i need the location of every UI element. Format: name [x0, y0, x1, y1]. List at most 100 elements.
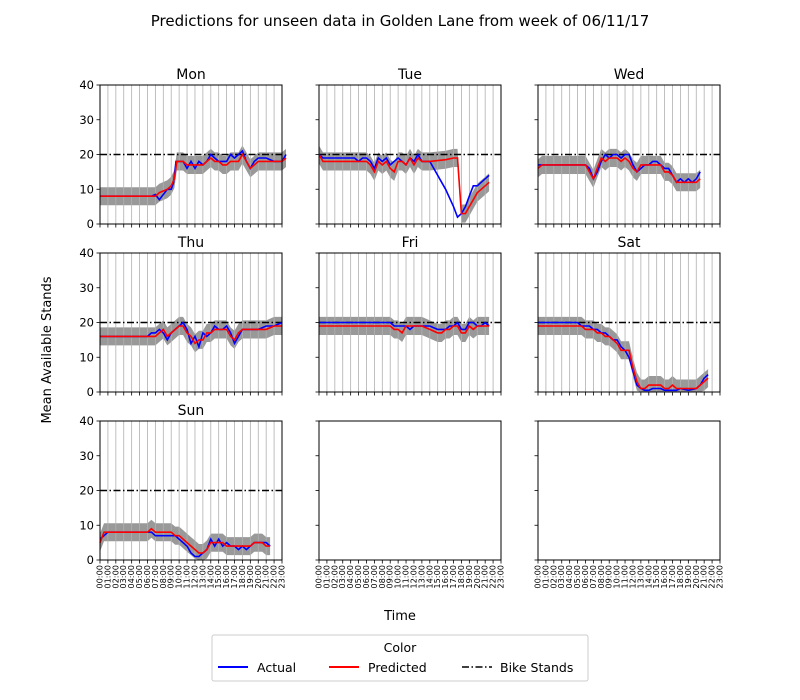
x-tick-label: 11:00 — [620, 565, 630, 589]
figure-title: Predictions for unseen data in Golden La… — [151, 12, 650, 30]
x-tick-label: 04:00 — [126, 565, 136, 589]
legend-label-bike-stands: Bike Stands — [500, 660, 573, 675]
x-tick-label: 01:00 — [102, 565, 112, 589]
confidence-band — [100, 316, 282, 353]
x-axis-label: Time — [383, 609, 416, 624]
series-predicted — [538, 325, 709, 390]
x-tick-label: 09:00 — [604, 565, 614, 589]
x-tick-label: 01:00 — [540, 565, 550, 589]
panel-title: Sat — [618, 235, 641, 251]
x-tick-label: 14:00 — [205, 565, 215, 589]
x-tick-label: 16:00 — [659, 565, 669, 589]
y-tick-label: 40 — [79, 414, 94, 428]
y-tick-label: 0 — [87, 385, 94, 399]
x-tick-label: 21:00 — [699, 565, 709, 589]
x-tick-label: 11:00 — [401, 565, 411, 589]
series-predicted — [99, 527, 271, 554]
y-tick-label: 40 — [79, 246, 94, 260]
x-tick-label: 03:00 — [556, 565, 566, 589]
legend-label-predicted: Predicted — [368, 660, 427, 675]
y-tick-label: 0 — [87, 217, 94, 231]
panel-title: Fri — [402, 235, 419, 251]
x-tick-label: 08:00 — [158, 565, 168, 589]
y-tick-label: 30 — [79, 449, 94, 463]
x-tick-label: 16:00 — [221, 565, 231, 589]
confidence-band — [538, 316, 709, 392]
x-tick-label: 20:00 — [253, 565, 263, 589]
panel-title: Thu — [177, 235, 204, 251]
x-tick-label: 05:00 — [353, 565, 363, 589]
panel-title: Mon — [176, 67, 206, 83]
panel-tue: Tue — [315, 67, 502, 228]
x-tick-label: 05:00 — [134, 565, 144, 589]
panel-thu: Thu 0 10 20 30 40 — [79, 235, 283, 399]
x-tick-label: 06:00 — [142, 565, 152, 589]
x-tick-label: 18:00 — [675, 565, 685, 589]
x-tick-label: 06:00 — [361, 565, 371, 589]
x-tick-label: 10:00 — [174, 565, 184, 589]
axes-frame — [318, 420, 502, 561]
x-tick-label: 22:00 — [488, 565, 498, 589]
x-tick-label: 00:00 — [314, 565, 324, 589]
panel-empty-7: 00:0001:0002:0003:0004:0005:0006:0007:00… — [314, 420, 506, 589]
x-tick-label: 20:00 — [691, 565, 701, 589]
x-tick-label: 19:00 — [464, 565, 474, 589]
x-tick-label: 16:00 — [440, 565, 450, 589]
panel-title: Sun — [178, 403, 205, 419]
panel-empty-8: 00:0001:0002:0003:0004:0005:0006:0007:00… — [533, 420, 725, 589]
x-tick-label: 00:00 — [533, 565, 543, 589]
x-tick-label: 06:00 — [580, 565, 590, 589]
x-tick-label: 21:00 — [480, 565, 490, 589]
x-tick-label: 00:00 — [95, 565, 105, 589]
x-tick-label: 20:00 — [472, 565, 482, 589]
axes-frame — [537, 420, 721, 561]
x-tick-label: 23:00 — [715, 565, 725, 589]
x-tick-label: 09:00 — [166, 565, 176, 589]
x-tick-label: 14:00 — [424, 565, 434, 589]
x-tick-label: 17:00 — [229, 565, 239, 589]
y-tick-label: 0 — [87, 553, 94, 567]
series-predicted — [537, 156, 701, 184]
x-tick-label: 15:00 — [213, 565, 223, 589]
y-tick-label: 30 — [79, 281, 94, 295]
y-tick-label: 10 — [79, 182, 94, 196]
x-tick-label: 13:00 — [197, 565, 207, 589]
series-predicted — [319, 324, 490, 335]
x-tick-label: 12:00 — [190, 565, 200, 589]
x-tick-label: 22:00 — [707, 565, 717, 589]
y-tick-label: 40 — [79, 78, 94, 92]
x-tick-label: 12:00 — [409, 565, 419, 589]
x-tick-label: 03:00 — [118, 565, 128, 589]
x-tick-label: 10:00 — [393, 565, 403, 589]
x-tick-label: 04:00 — [345, 565, 355, 589]
series-actual — [319, 321, 490, 331]
x-tick-label: 01:00 — [321, 565, 331, 589]
x-tick-label: 05:00 — [572, 565, 582, 589]
x-tick-label: 08:00 — [596, 565, 606, 589]
panel-wed: Wed — [534, 67, 721, 228]
x-tick-label: 18:00 — [237, 565, 247, 589]
panel-sat: Sat — [534, 235, 721, 396]
x-tick-label: 07:00 — [588, 565, 598, 589]
x-tick-label: 19:00 — [683, 565, 693, 589]
panel-fri: Fri — [315, 235, 502, 396]
series-predicted — [318, 154, 490, 215]
confidence-band — [538, 148, 701, 192]
x-tick-label: 17:00 — [667, 565, 677, 589]
x-tick-label: 11:00 — [182, 565, 192, 589]
x-tick-label: 15:00 — [432, 565, 442, 589]
x-tick-label: 04:00 — [564, 565, 574, 589]
x-tick-label: 15:00 — [651, 565, 661, 589]
y-tick-label: 10 — [79, 350, 94, 364]
legend: Color Actual Predicted Bike Stands — [211, 634, 589, 682]
legend-label-actual: Actual — [257, 660, 296, 675]
x-tick-label: 07:00 — [150, 565, 160, 589]
x-tick-label: 02:00 — [548, 565, 558, 589]
series-predicted — [100, 325, 282, 345]
x-tick-label: 21:00 — [261, 565, 271, 589]
y-axis-label: Mean Available Stands — [40, 276, 55, 423]
panel-title: Wed — [614, 67, 645, 83]
x-tick-label: 19:00 — [245, 565, 255, 589]
x-tick-label: 18:00 — [456, 565, 466, 589]
x-tick-label: 22:00 — [269, 565, 279, 589]
